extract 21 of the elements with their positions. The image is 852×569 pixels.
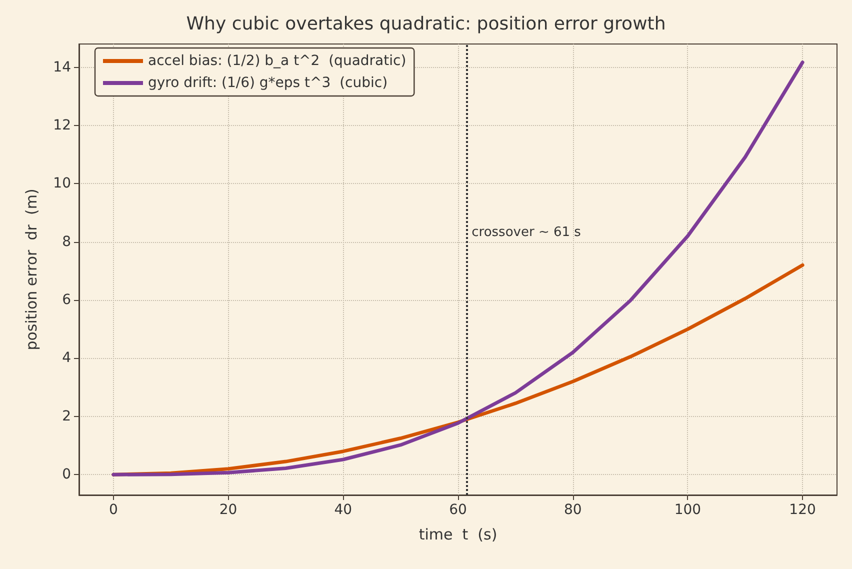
y-tick-label: 8 — [62, 234, 71, 250]
legend-label: accel bias: (1/2) b_a t^2 (quadratic) — [148, 53, 406, 69]
y-tick-label: 10 — [53, 176, 71, 192]
y-tick-label: 2 — [62, 408, 71, 424]
x-tick-label: 40 — [334, 502, 352, 518]
x-tick-label: 80 — [564, 502, 582, 518]
chart-title: Why cubic overtakes quadratic: position error growth — [186, 14, 666, 34]
y-tick-label: 14 — [53, 59, 72, 76]
x-tick-label: 0 — [108, 502, 118, 518]
x-tick-label: 20 — [219, 502, 238, 518]
legend-label: gyro drift: (1/6) g*eps t^3 (cubic) — [148, 75, 388, 91]
y-tick-label: 6 — [62, 292, 72, 308]
y-tick-label: 12 — [53, 117, 71, 134]
y-tick-label: 0 — [62, 466, 71, 483]
y-tick-label: 4 — [62, 350, 72, 366]
x-tick-label: 100 — [674, 502, 702, 518]
ref-line-label: crossover ~ 61 s — [472, 225, 582, 240]
x-tick-label: 120 — [789, 502, 816, 518]
x-tick-label: 60 — [449, 502, 467, 518]
x-axis-title: time t (s) — [418, 526, 498, 544]
y-axis-title: position error dr (m) — [22, 188, 40, 350]
